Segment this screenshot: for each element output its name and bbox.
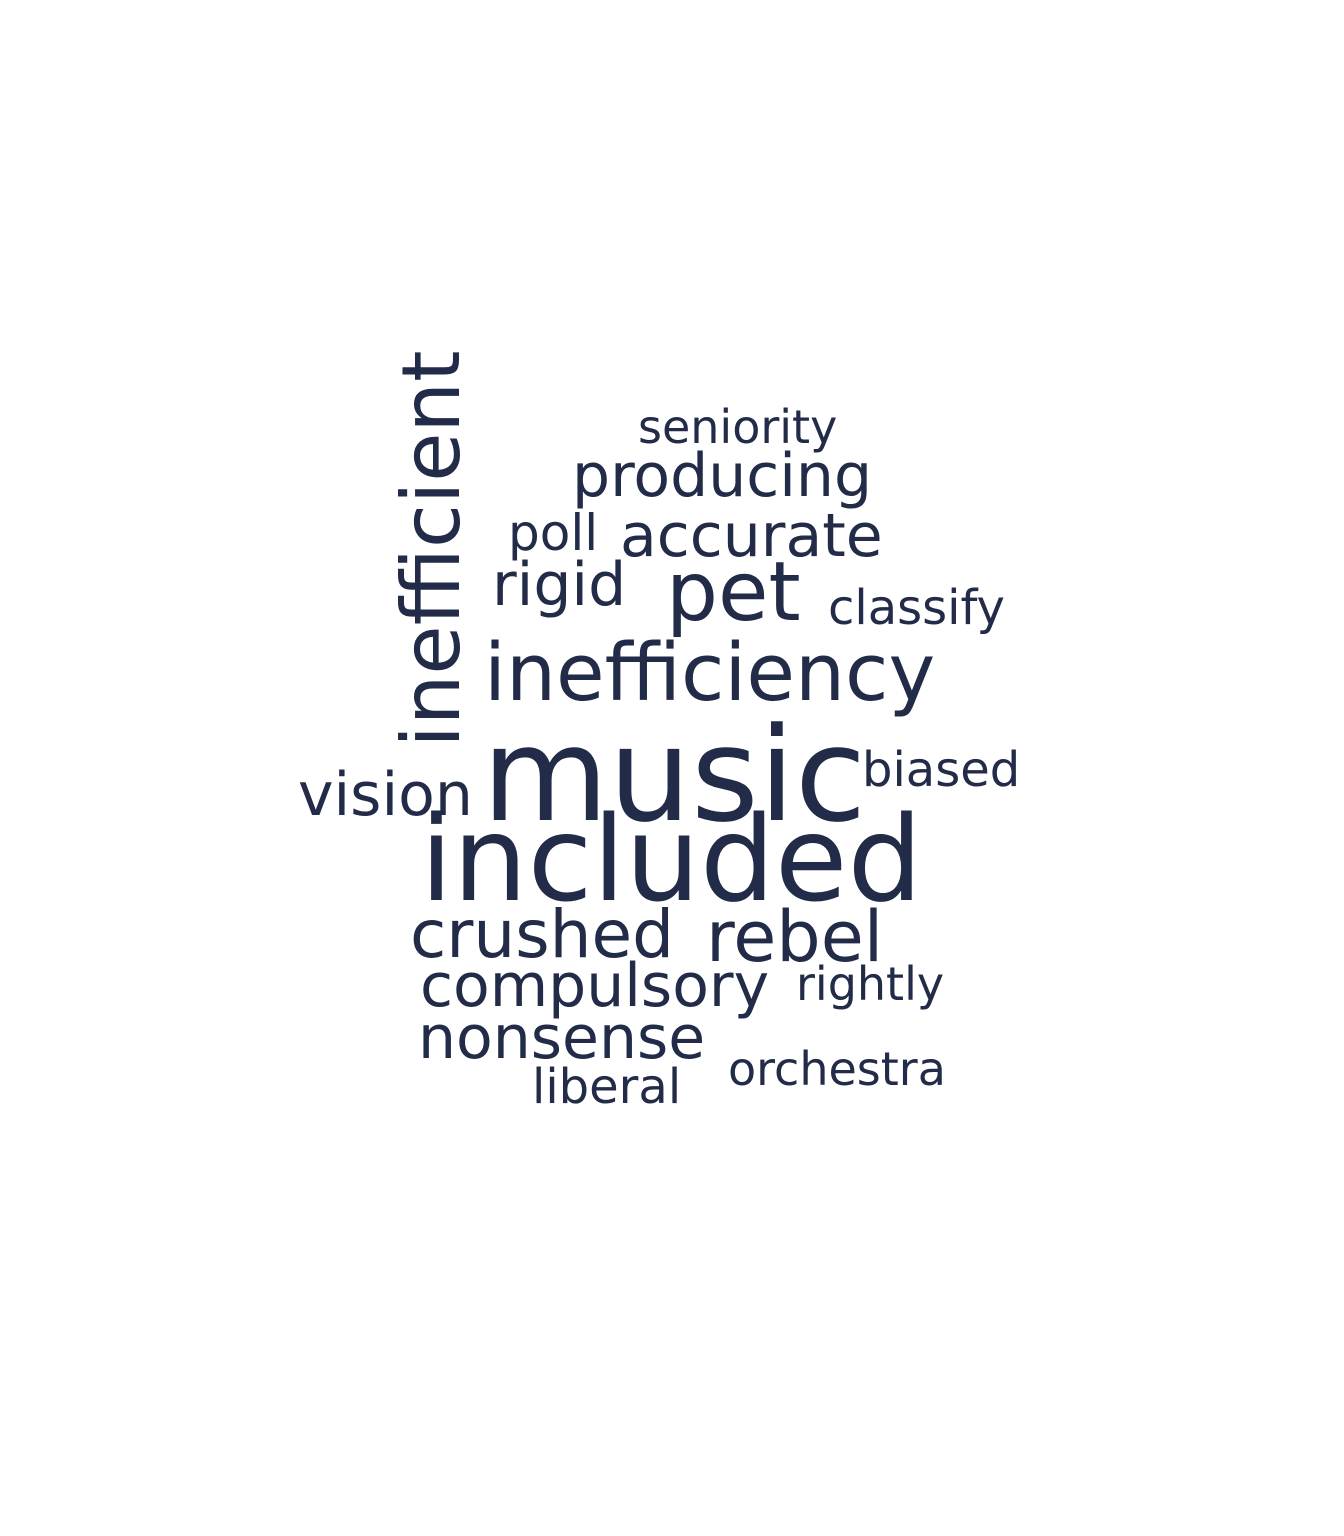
word-compulsory: compulsory xyxy=(420,951,770,1021)
word-accurate: accurate xyxy=(620,501,883,571)
word-orchestra: orchestra xyxy=(728,1042,946,1096)
word-seniority: seniority xyxy=(638,400,838,454)
word-liberal: liberal xyxy=(532,1059,682,1115)
word-rebel: rebel xyxy=(706,896,884,978)
word-included: included xyxy=(420,790,923,928)
word-inefficiency: inefficiency xyxy=(484,627,936,719)
word-pet: pet xyxy=(666,545,801,640)
word-rigid: rigid xyxy=(492,550,627,620)
word-music: music xyxy=(482,699,867,851)
word-poll: poll xyxy=(508,504,599,562)
word-biased: biased xyxy=(862,742,1021,798)
word-crushed: crushed xyxy=(410,896,674,973)
word-nonsense: nonsense xyxy=(418,1003,706,1073)
word-inefficient: inefficient xyxy=(385,350,478,748)
word-rightly: rightly xyxy=(796,957,945,1011)
word-producing: producing xyxy=(572,441,873,511)
word-vision: vision xyxy=(298,760,473,830)
word-classify: classify xyxy=(828,580,1005,636)
